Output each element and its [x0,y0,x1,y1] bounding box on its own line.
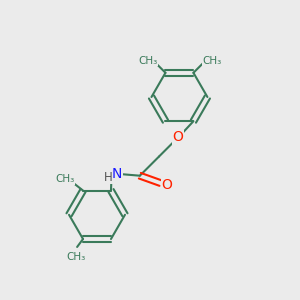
Text: O: O [173,130,184,144]
Text: CH₃: CH₃ [202,56,222,66]
Text: CH₃: CH₃ [138,56,158,66]
Text: O: O [161,178,172,191]
Text: N: N [112,167,122,181]
Text: CH₃: CH₃ [66,252,85,262]
Text: H: H [104,171,112,184]
Text: CH₃: CH₃ [55,174,74,184]
